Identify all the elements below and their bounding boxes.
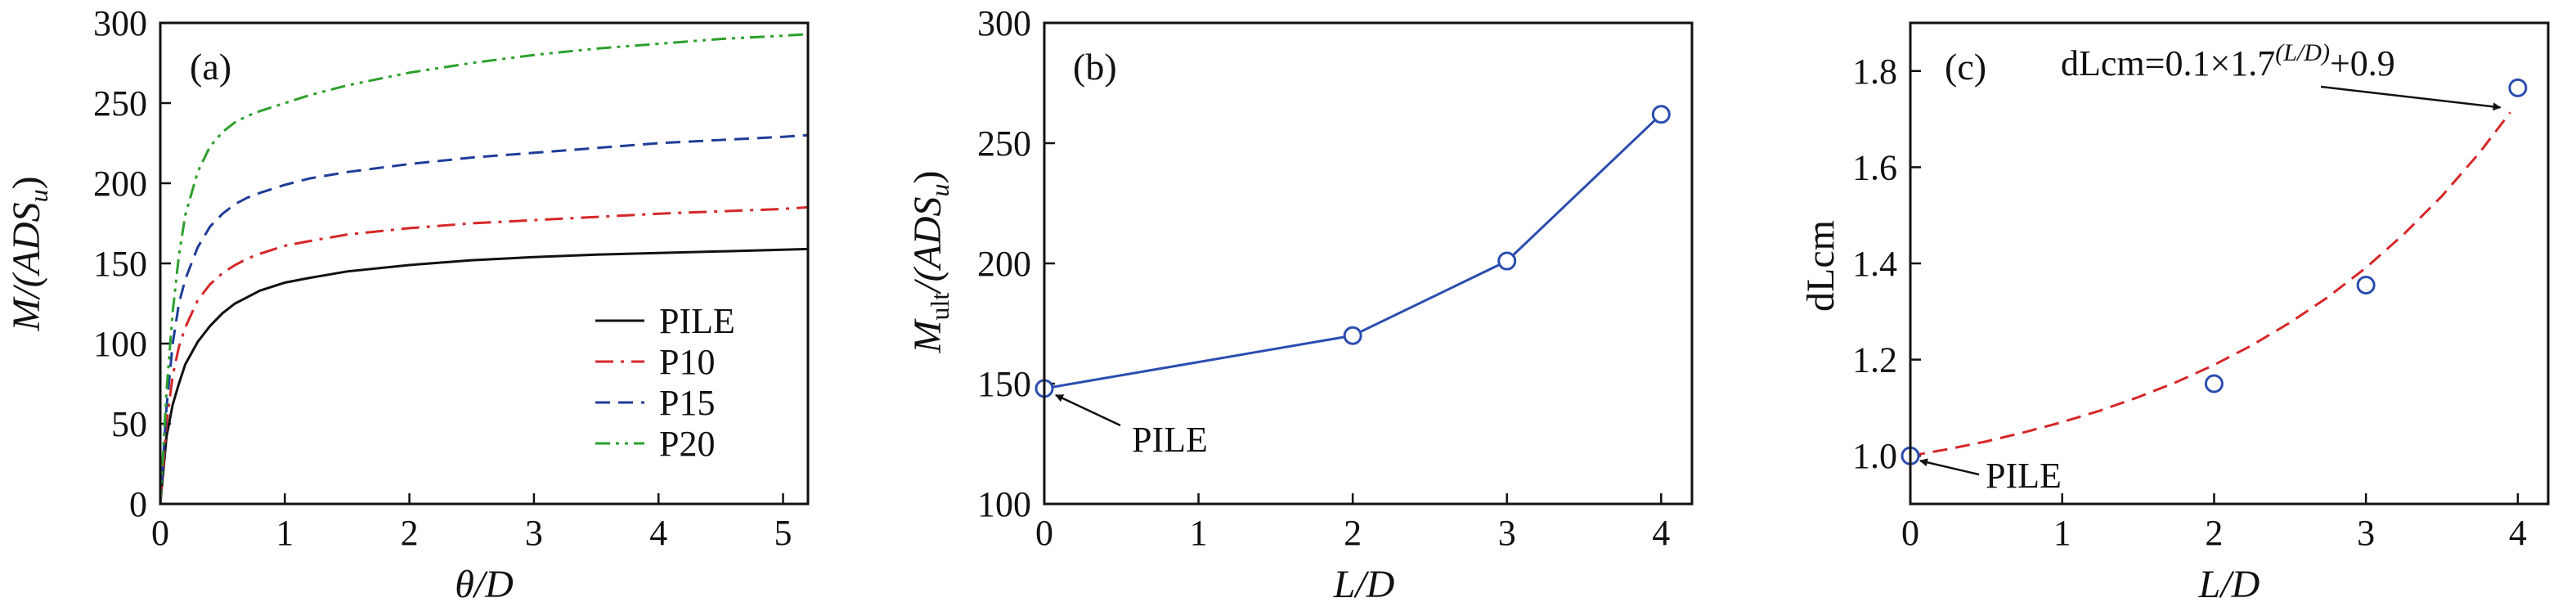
panel-c-chart: 0 1 2 3 4 1.0 1.2 1.4 1.6 1.8 (c) L/D dLcm PILE dL…: [1799, 21, 2550, 606]
panel-a-x-axis-label: θ/D: [455, 563, 514, 606]
panel-c-x-tick-label: 4: [2509, 513, 2527, 553]
panel-b-x-tick-label: 1: [1190, 513, 1208, 553]
panel-a-y-tick-label: 100: [93, 324, 147, 364]
equation-exponent: (L/D): [2275, 39, 2330, 66]
panel-c-frame: [1909, 21, 2550, 506]
panel-a-y-tick-label: 0: [129, 484, 147, 524]
data-point: [2508, 78, 2528, 97]
panel-a-y-tick-label: 50: [111, 404, 147, 444]
legend-label-p10: P10: [659, 342, 715, 382]
panel-a-x-tick-label: 1: [276, 513, 294, 553]
panel-a-y-label-main: M/(ADS: [5, 202, 48, 331]
annotation-pile-label: PILE: [1132, 420, 1208, 460]
data-point: [2356, 275, 2376, 295]
panel-a-x-tick-label: 2: [401, 513, 419, 553]
annotation-pile-label: PILE: [1986, 456, 2062, 496]
panel-c-x-tick-label: 3: [2357, 513, 2375, 553]
panel-a-x-tick-label: 0: [151, 513, 169, 553]
panel-a-y-tick-label: 300: [93, 3, 147, 43]
panel-b-x-tick-label: 0: [1035, 513, 1053, 553]
legend-label-pile: PILE: [659, 301, 735, 341]
panel-b-tag: (b): [1073, 46, 1117, 88]
series-line-p15: [159, 133, 809, 505]
panel-a-frame: [159, 21, 810, 506]
series-line-p20: [159, 33, 809, 505]
panel-b-annotations: PILE: [1055, 393, 1208, 460]
series-line-p10: [159, 205, 809, 505]
annotation-fit-equation: dLcm=0.1×1.7(L/D)+0.9: [2061, 39, 2395, 83]
series-line-mult: [1043, 113, 1663, 390]
panel-a-y-tick-label: 200: [93, 164, 147, 204]
panel-c-tag: (c): [1945, 46, 1986, 88]
panel-b-x-axis-label: L/D: [1333, 563, 1395, 606]
panel-b-x-tick-label: 3: [1498, 513, 1516, 553]
panel-a-x-tick-label: 4: [649, 513, 667, 553]
panel-b-y-label-main: M: [906, 318, 949, 354]
panel-b-chart: 0 1 2 3 4 100 150 200 250 300 (b) L/D Mult/(ADSu)…: [906, 3, 1694, 606]
annotation-arrow: [1055, 393, 1121, 427]
panel-c-ticks: 0 1 2 3 4 1.0 1.2 1.4 1.6 1.8: [1852, 52, 2527, 553]
panel-b-ticks: 0 1 2 3 4 100 150 200 250 300: [977, 3, 1670, 553]
panel-a-y-label-end: ): [5, 176, 48, 189]
panel-c-x-axis-label: L/D: [2198, 563, 2260, 606]
data-point: [1497, 251, 1517, 271]
panel-c-x-tick-label: 2: [2205, 513, 2223, 553]
panel-a-series: [159, 33, 809, 505]
panel-b-y-tick-label: 100: [977, 484, 1031, 524]
panel-c-y-tick-label: 1.4: [1852, 244, 1897, 284]
annotation-arrow: [1919, 458, 1980, 476]
panel-b-y-axis-label: Mult/(ADSu): [906, 170, 954, 353]
panel-b-y-tick-label: 300: [977, 3, 1031, 43]
data-point: [1651, 105, 1671, 124]
fit-curve: [1910, 111, 2511, 457]
panel-b-y-label-sub2: u: [925, 183, 954, 196]
panel-c-y-tick-label: 1.8: [1852, 52, 1897, 92]
panel-a-y-label-sub: u: [24, 189, 53, 202]
panel-c-y-tick-label: 1.6: [1852, 147, 1897, 187]
panel-b-series: [1034, 105, 1671, 398]
panel-b-frame: [1043, 21, 1694, 506]
annotation-arrow: [2320, 85, 2502, 111]
panel-b-y-tick-label: 200: [977, 244, 1031, 284]
panel-a-tag: (a): [190, 46, 231, 88]
equation-constant: +0.9: [2330, 43, 2395, 83]
series-line-pile: [159, 247, 809, 505]
panel-b-y-label-sub1: ult: [925, 293, 954, 321]
equation-main: dLcm=0.1×1.7: [2061, 43, 2275, 83]
panel-a-y-axis-label: M/(ADSu): [5, 176, 53, 331]
panel-c-annotations: PILE dLcm=0.1×1.7(L/D)+0.9: [1919, 39, 2502, 496]
panel-c-y-axis-label: dLcm: [1799, 220, 1842, 312]
legend-label-p20: P20: [659, 424, 715, 464]
panel-b-y-label-end: ): [906, 170, 949, 183]
panel-c-y-tick-label: 1.0: [1852, 436, 1897, 476]
panel-c-y-tick-label: 1.2: [1852, 340, 1897, 380]
data-point: [1343, 326, 1362, 345]
panel-b-y-tick-label: 150: [977, 364, 1031, 404]
data-point: [2204, 374, 2224, 393]
legend-label-p15: P15: [659, 383, 715, 423]
panel-a-x-tick-label: 5: [774, 513, 792, 553]
panel-c-x-tick-label: 1: [2053, 513, 2071, 553]
panel-b-y-label-mid: /(ADS: [906, 196, 949, 295]
panel-b-x-tick-label: 2: [1344, 513, 1362, 553]
panel-a-y-tick-label: 250: [93, 83, 147, 124]
panel-c-series: [1901, 78, 2528, 465]
panel-a-y-tick-label: 150: [93, 244, 147, 284]
panel-a-x-tick-label: 3: [525, 513, 543, 553]
panel-b-x-tick-label: 4: [1652, 513, 1670, 553]
panel-c-x-tick-label: 0: [1901, 513, 1919, 553]
panel-b-y-tick-label: 250: [977, 124, 1031, 164]
